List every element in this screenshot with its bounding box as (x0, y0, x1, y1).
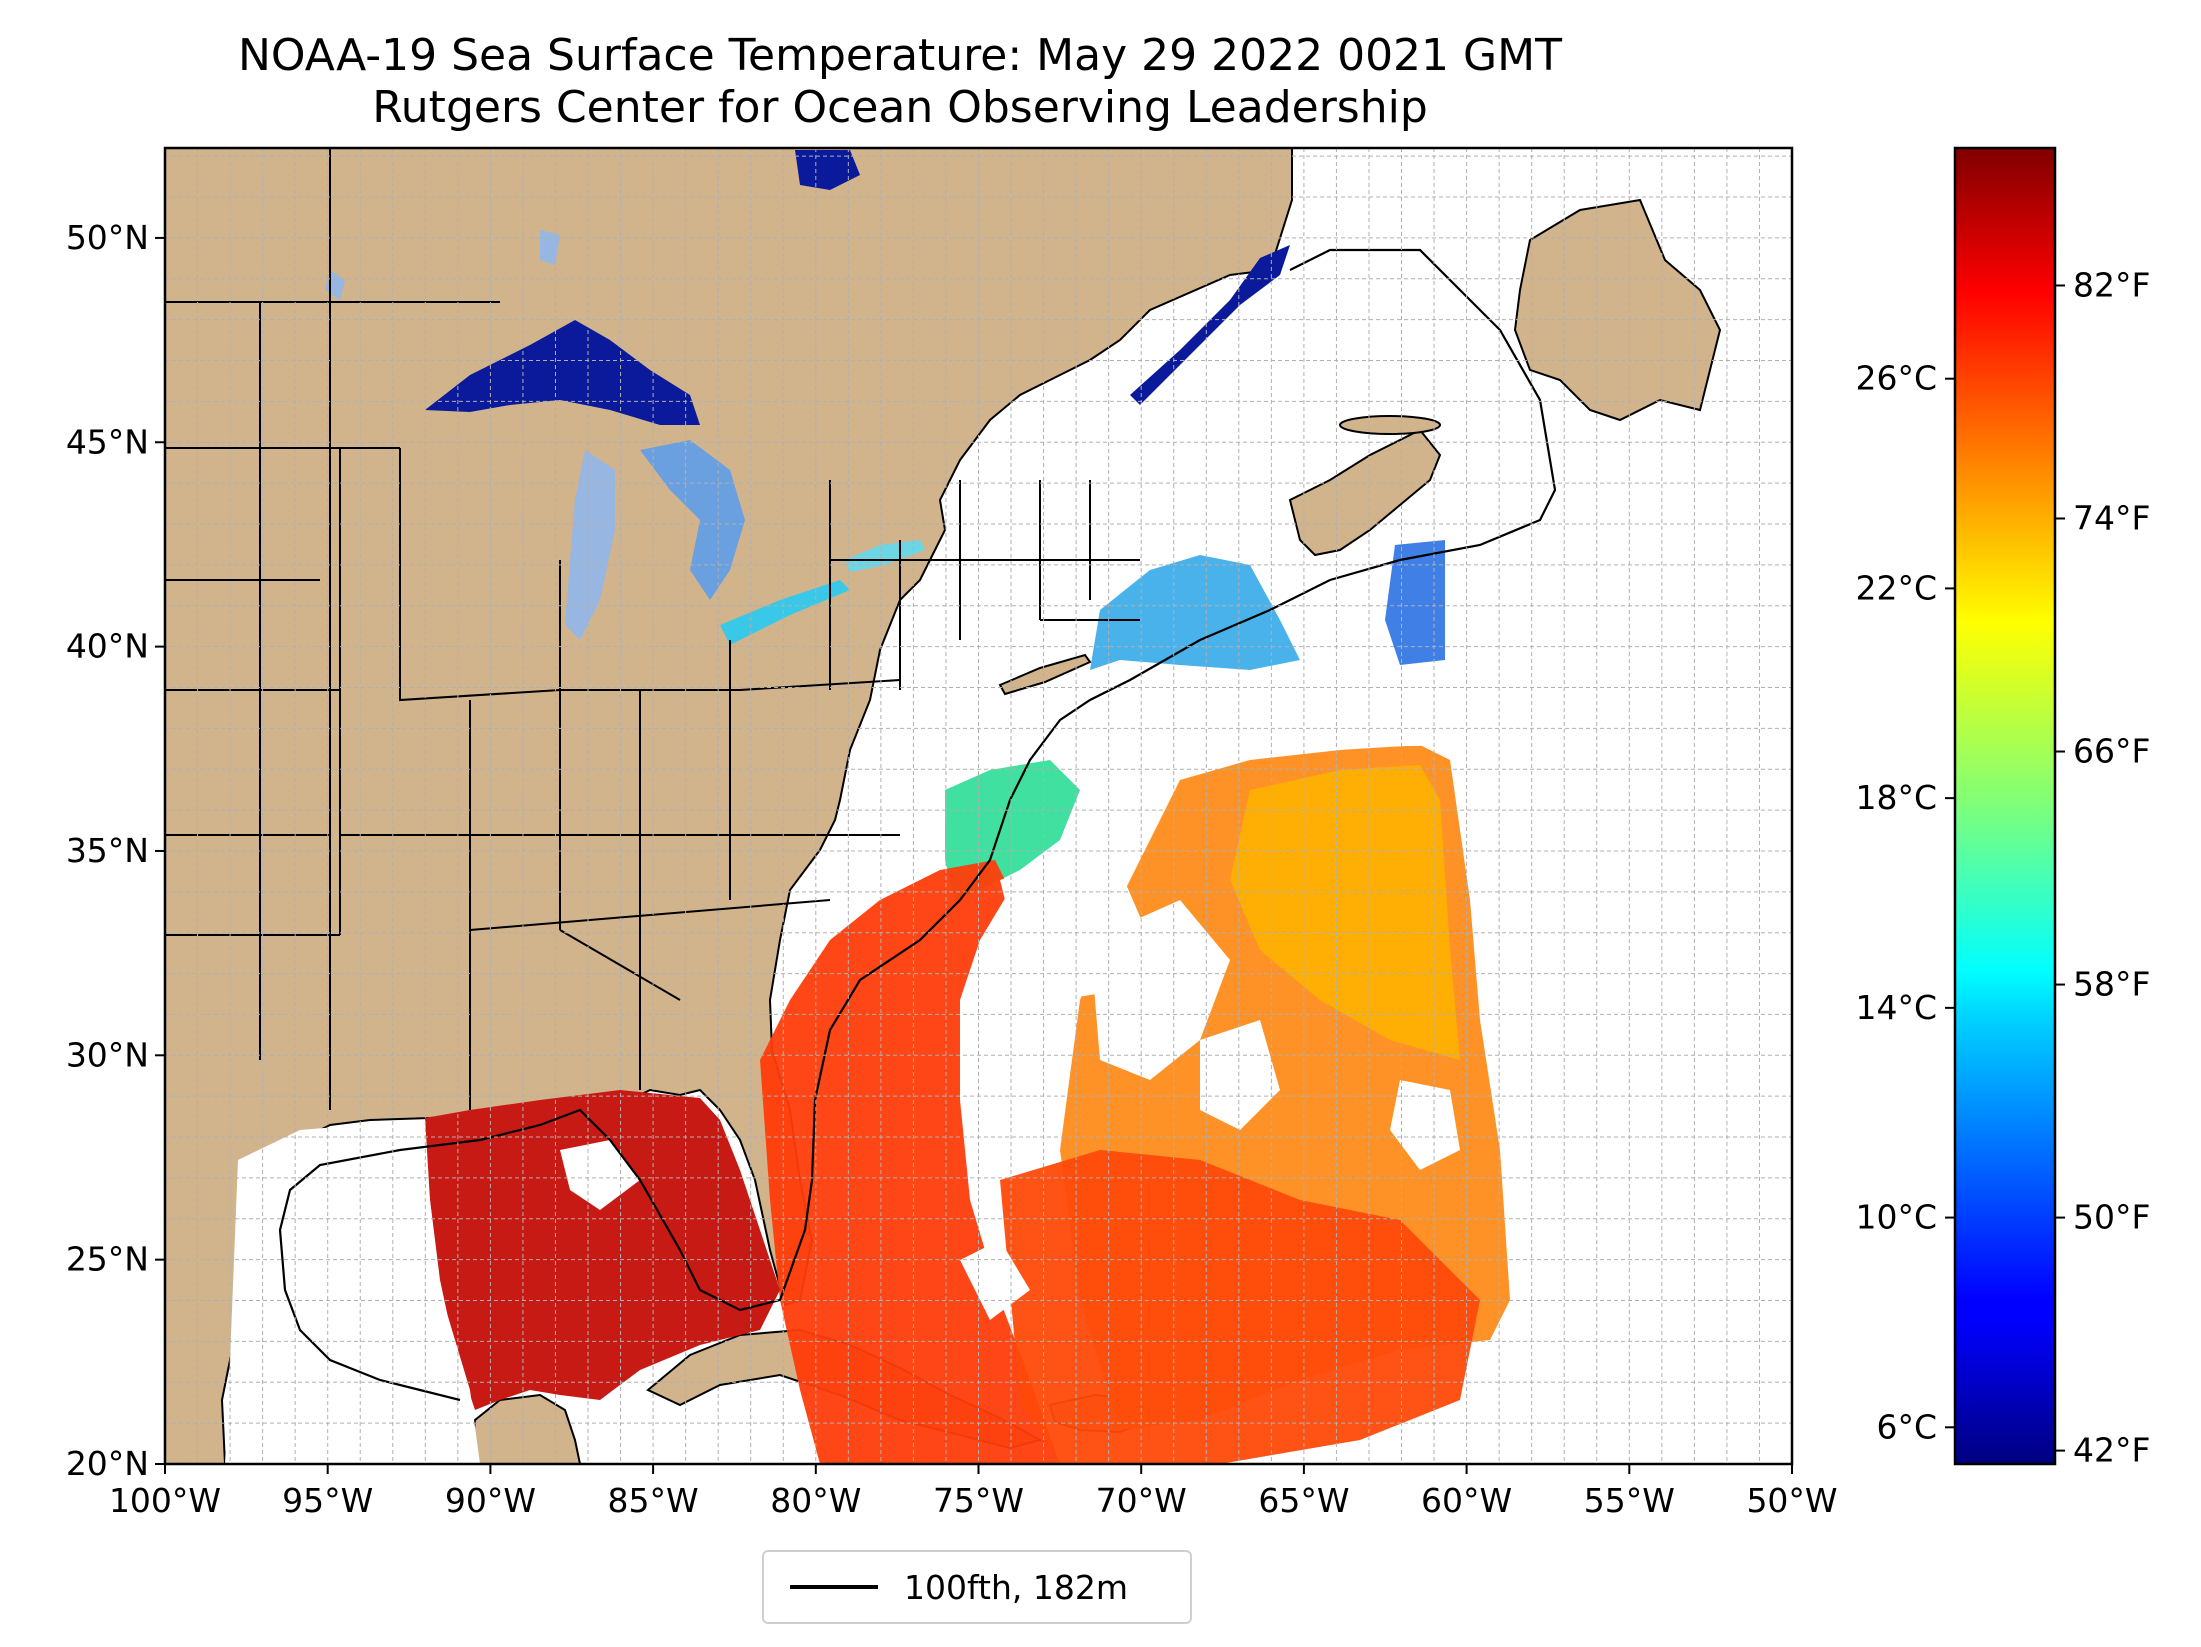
fahrenheit-tick-label: 58°F (2073, 965, 2150, 1004)
st-lawrence-sst (1130, 245, 1290, 405)
land-long-island (998, 653, 1092, 696)
lat-tick-label: 25°N (66, 1240, 149, 1279)
legend-label: 100fth, 182m (904, 1567, 1128, 1607)
georges-bank-sst (1385, 540, 1445, 665)
celsius-tick-label: 6°C (1876, 1407, 1937, 1446)
cloud-gaps (560, 670, 1470, 1320)
fahrenheit-tick-label: 74°F (2073, 499, 2150, 538)
celsius-tick-label: 22°C (1855, 568, 1937, 607)
lon-tick-label: 65°W (1258, 1481, 1349, 1520)
celsius-tick-label: 10°C (1855, 1198, 1937, 1237)
lon-tick-label: 90°W (445, 1481, 536, 1520)
celsius-tick-label: 18°C (1855, 778, 1937, 817)
lake-michigan (565, 450, 615, 640)
celsius-tick-label: 14°C (1855, 988, 1937, 1027)
state-borders (165, 148, 1140, 1110)
lon-tick-label: 70°W (1096, 1481, 1187, 1520)
land-newfoundland (1513, 198, 1722, 422)
fahrenheit-tick-label: 66°F (2073, 732, 2150, 771)
lon-tick-label: 85°W (608, 1481, 699, 1520)
lat-tick-label: 45°N (66, 422, 149, 461)
colorbar-celsius-ticks: 6°C 10°C 14°C 18°C 22°C 26°C (1855, 359, 1955, 1446)
lake-erie (720, 580, 850, 645)
lake-superior (425, 320, 700, 425)
lat-tick-label: 20°N (66, 1444, 149, 1483)
fahrenheit-tick-label: 50°F (2073, 1198, 2150, 1237)
hudson-bay-edge (795, 150, 860, 190)
lat-tick-label: 40°N (66, 627, 149, 666)
chart-title: NOAA-19 Sea Surface Temperature: May 29 … (238, 30, 1562, 81)
map-panel (163, 146, 1794, 1466)
fahrenheit-tick-label: 42°F (2073, 1431, 2150, 1470)
lon-tick-label: 55°W (1584, 1481, 1675, 1520)
lon-tick-label: 75°W (933, 1481, 1024, 1520)
gulf-of-mexico-sst (425, 1090, 780, 1410)
colorbar-fahrenheit-ticks: 42°F 50°F 58°F 66°F 74°F 82°F (2055, 265, 2150, 1470)
isobath-100fth (278, 248, 1557, 1402)
lon-tick-label: 50°W (1746, 1481, 1837, 1520)
celsius-tick-label: 26°C (1855, 359, 1937, 398)
isobath-legend: 100fth, 182m (762, 1550, 1192, 1624)
lake-ontario (845, 540, 925, 572)
offshore-sst-south (1000, 1150, 1480, 1464)
lake-huron (640, 440, 745, 600)
latitude-axis: 20°N 25°N 30°N 35°N 40°N 45°N 50°N (66, 218, 165, 1483)
map-gridlines (165, 148, 1792, 1464)
colorbar: 6°C 10°C 14°C 18°C 22°C 26°C 42°F 50°F 58°F 66°F… (1855, 146, 2150, 1470)
lon-tick-label: 95°W (282, 1481, 373, 1520)
lat-tick-label: 50°N (66, 218, 149, 257)
offshore-sst-mid (1230, 765, 1460, 1060)
land-yucatan (468, 1393, 582, 1464)
colorbar-gradient (1953, 146, 2057, 1466)
longitude-axis: 100°W 95°W 90°W 85°W 80°W 75°W 70°W 65°W 60°W 55°… (109, 1464, 1838, 1520)
land-anticosti (1339, 415, 1441, 435)
fahrenheit-tick-label: 82°F (2073, 265, 2150, 304)
lon-tick-label: 60°W (1421, 1481, 1512, 1520)
gulf-stream-sst (760, 860, 1060, 1464)
lat-tick-label: 35°N (66, 831, 149, 870)
no-data-region-east (1470, 720, 1792, 1464)
great-lakes (325, 150, 925, 645)
lon-tick-label: 100°W (109, 1481, 221, 1520)
legend-line-swatch (790, 1585, 878, 1589)
lat-tick-label: 30°N (66, 1035, 149, 1074)
no-data-region-gulf-west (225, 1120, 480, 1464)
shelf-sst-cool (1090, 555, 1300, 670)
lon-tick-label: 80°W (770, 1481, 861, 1520)
chart-subtitle: Rutgers Center for Ocean Observing Leade… (372, 82, 1428, 133)
